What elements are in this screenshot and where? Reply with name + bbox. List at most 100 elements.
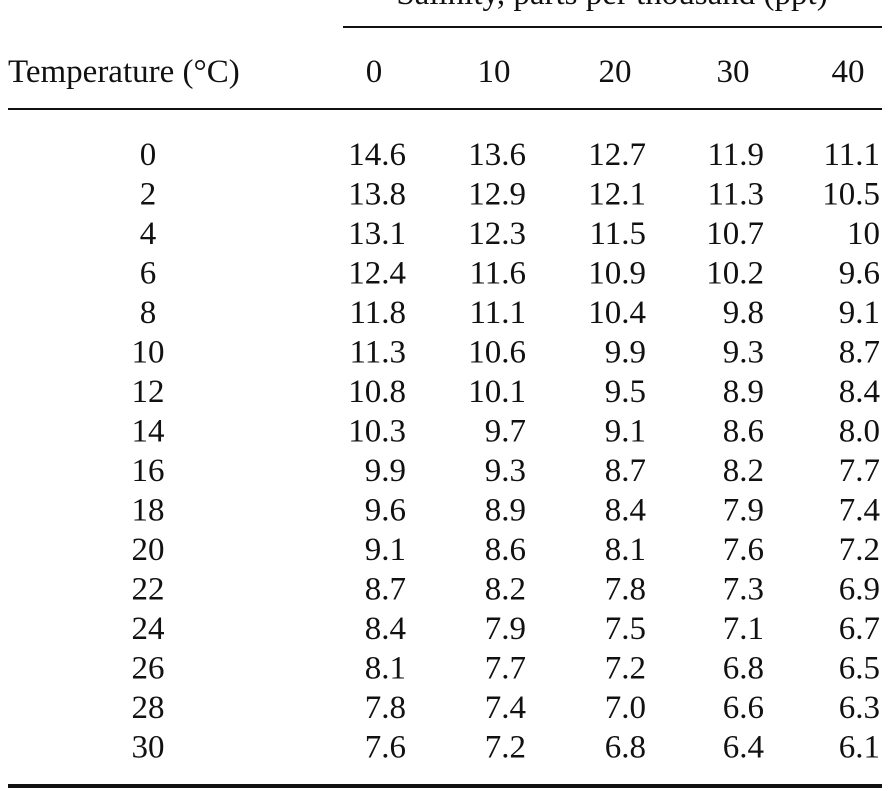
cell: 7.6 [365, 730, 406, 766]
cell: 8.4 [839, 374, 880, 410]
cell: 8.7 [605, 453, 646, 489]
cell: 11.9 [707, 137, 764, 173]
cell: 8.0 [839, 414, 880, 450]
cell: 7.2 [485, 730, 526, 766]
spanner-heading: Salinity, parts per thousand (ppt) [396, 0, 827, 12]
cell: 11.1 [469, 295, 526, 331]
row-label: 24 [132, 611, 165, 647]
row-label: 0 [140, 137, 157, 173]
cell: 6.9 [839, 572, 880, 608]
row-label: 16 [132, 453, 165, 489]
cell: 10.3 [348, 414, 406, 450]
cell: 8.1 [365, 651, 406, 687]
column-header: 20 [599, 54, 632, 90]
cell: 9.6 [365, 493, 406, 529]
row-label: 2 [140, 177, 157, 213]
cell: 7.5 [605, 611, 646, 647]
cell: 7.0 [605, 690, 646, 726]
cell: 10.1 [468, 374, 526, 410]
column-header: 10 [478, 54, 511, 90]
row-label: 18 [132, 493, 165, 529]
cell: 11.1 [823, 137, 880, 173]
row-label: 12 [132, 374, 165, 410]
cell: 8.9 [485, 493, 526, 529]
cell: 7.4 [839, 493, 880, 529]
column-header: Temperature (°C) [8, 54, 240, 90]
cell: 10.7 [706, 216, 764, 252]
cell: 14.6 [348, 137, 406, 173]
cell: 11.8 [349, 295, 406, 331]
cell: 8.2 [723, 453, 764, 489]
cell: 8.1 [605, 532, 646, 568]
cell: 11.3 [349, 335, 406, 371]
cell: 7.8 [365, 690, 406, 726]
cell: 8.9 [723, 374, 764, 410]
cell: 13.8 [348, 177, 406, 213]
cell: 9.8 [723, 295, 764, 331]
cell: 10.4 [588, 295, 646, 331]
cell: 6.7 [839, 611, 880, 647]
cell: 7.3 [723, 572, 764, 608]
cell: 9.9 [365, 453, 406, 489]
cell: 9.9 [605, 335, 646, 371]
row-label: 10 [132, 335, 165, 371]
cell: 9.3 [723, 335, 764, 371]
cell: 9.5 [605, 374, 646, 410]
cell: 11.6 [469, 256, 526, 292]
column-header: 30 [717, 54, 750, 90]
cell: 11.5 [589, 216, 646, 252]
cell: 9.1 [605, 414, 646, 450]
cell: 10.9 [588, 256, 646, 292]
cell: 7.9 [723, 493, 764, 529]
cell: 12.7 [588, 137, 646, 173]
row-label: 20 [132, 532, 165, 568]
cell: 10.2 [706, 256, 764, 292]
cell: 7.8 [605, 572, 646, 608]
cell: 9.7 [485, 414, 526, 450]
cell: 9.3 [485, 453, 526, 489]
cell: 7.2 [605, 651, 646, 687]
row-label: 26 [132, 651, 165, 687]
row-label: 8 [140, 295, 157, 331]
cell: 6.3 [839, 690, 880, 726]
cell: 10 [847, 216, 880, 252]
cell: 8.6 [485, 532, 526, 568]
cell: 7.2 [839, 532, 880, 568]
cell: 8.2 [485, 572, 526, 608]
cell: 7.7 [485, 651, 526, 687]
cell: 7.4 [485, 690, 526, 726]
cell: 9.1 [365, 532, 406, 568]
cell: 10.5 [822, 177, 880, 213]
row-label: 14 [132, 414, 165, 450]
cell: 6.5 [839, 651, 880, 687]
cell: 6.8 [723, 651, 764, 687]
column-header: 0 [366, 54, 383, 90]
cell: 8.7 [839, 335, 880, 371]
cell: 12.4 [348, 256, 406, 292]
cell: 8.4 [605, 493, 646, 529]
cell: 8.6 [723, 414, 764, 450]
cell: 12.1 [588, 177, 646, 213]
cell: 7.1 [723, 611, 764, 647]
cell: 12.9 [468, 177, 526, 213]
cell: 10.8 [348, 374, 406, 410]
row-label: 22 [132, 572, 165, 608]
cell: 6.8 [605, 730, 646, 766]
row-label: 30 [132, 730, 165, 766]
cell: 13.1 [348, 216, 406, 252]
cell: 9.6 [839, 256, 880, 292]
row-label: 28 [132, 690, 165, 726]
cell: 7.6 [723, 532, 764, 568]
row-label: 6 [140, 256, 157, 292]
cell: 12.3 [468, 216, 526, 252]
cell: 8.7 [365, 572, 406, 608]
cell: 9.1 [839, 295, 880, 331]
cell: 10.6 [468, 335, 526, 371]
cell: 6.6 [723, 690, 764, 726]
column-header: 40 [832, 54, 865, 90]
cell: 7.7 [839, 453, 880, 489]
cell: 7.9 [485, 611, 526, 647]
cell: 11.3 [707, 177, 764, 213]
cell: 6.1 [839, 730, 880, 766]
